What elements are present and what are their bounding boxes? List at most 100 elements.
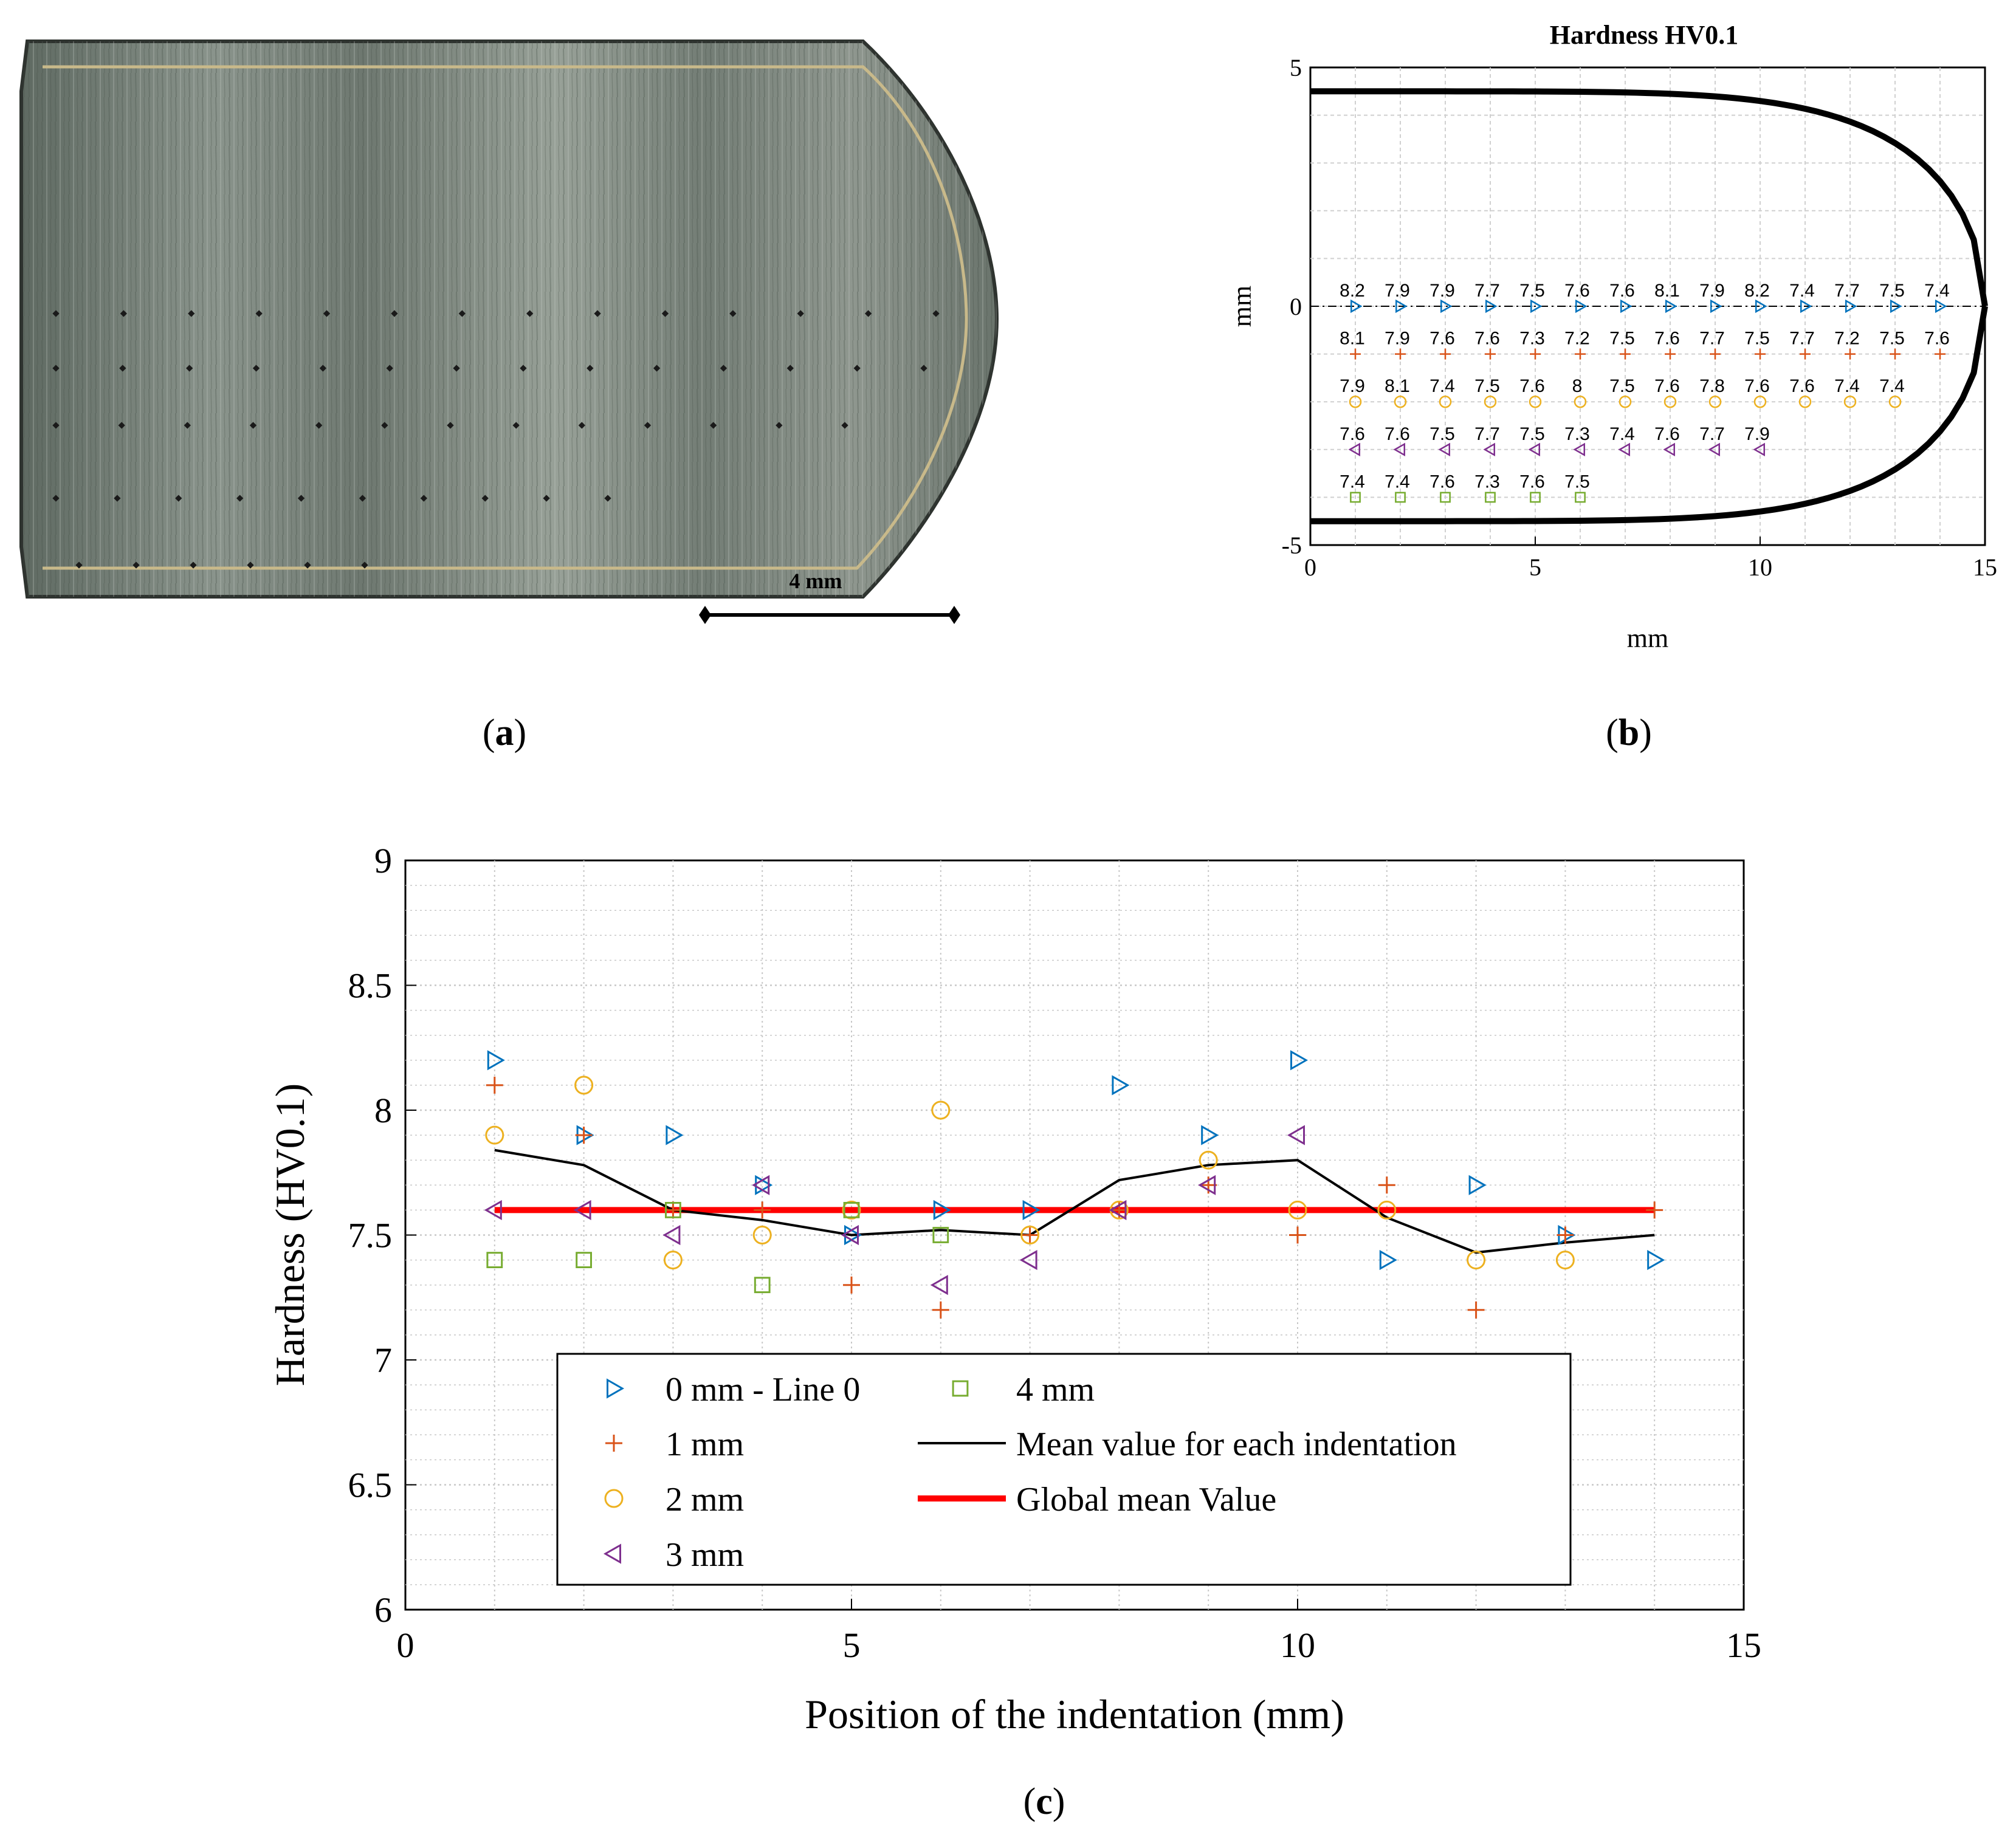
- data-point: [752, 1175, 770, 1195]
- data-point: [1574, 395, 1587, 408]
- data-point: [1647, 1250, 1665, 1271]
- chart-b-specimen-outline: [1310, 88, 1988, 524]
- indent-dot: [190, 561, 197, 569]
- value-label: 7.2: [1564, 329, 1590, 349]
- data-point: [1290, 1050, 1309, 1071]
- legend-label: 4 mm: [1016, 1371, 1095, 1409]
- data-point: [1665, 348, 1676, 360]
- data-point: [752, 1226, 772, 1244]
- indent-dot: [304, 561, 311, 569]
- chart-b-marks: 8.2 7.9 7.9 7.7 7.5 7.6 7.6 8.1 7.9 8.2 7.4 7.7 7.5 7…: [1340, 281, 1950, 503]
- data-point: [1755, 348, 1766, 360]
- data-point: [487, 1050, 505, 1071]
- data-point: [1530, 492, 1541, 503]
- indent-dot: [249, 422, 257, 429]
- data-point: [933, 1199, 951, 1220]
- value-label: 7.7: [1474, 281, 1500, 301]
- value-label: 7.9: [1699, 281, 1725, 301]
- data-point: [1109, 1199, 1127, 1220]
- indent-dot: [453, 365, 460, 372]
- data-point: [666, 1125, 684, 1145]
- data-point: [754, 1277, 771, 1294]
- indent-dot: [255, 310, 263, 317]
- data-point: [1377, 1200, 1397, 1220]
- data-point: [486, 1076, 503, 1094]
- data-point: [1890, 299, 1902, 314]
- data-point: [1555, 1251, 1575, 1270]
- data-point: [1528, 442, 1540, 456]
- value-label: 7.9: [1340, 376, 1365, 396]
- value-label: 8.1: [1340, 329, 1365, 349]
- data-point: [1845, 299, 1857, 314]
- data-point: [576, 1252, 593, 1268]
- panel-label-b: (b): [1606, 712, 1652, 753]
- data-point: [1575, 299, 1588, 314]
- value-label: 7.6: [1385, 424, 1410, 444]
- data-point: [1467, 1301, 1485, 1319]
- data-point: [1022, 1199, 1041, 1220]
- data-point: [930, 1275, 948, 1296]
- y-tick-label: 6: [374, 1590, 392, 1630]
- legend-label: Mean value for each indentation: [1016, 1426, 1457, 1463]
- data-point: [1890, 348, 1901, 360]
- value-label: 7.5: [1744, 329, 1770, 349]
- x-tick-label: 10: [1280, 1625, 1315, 1665]
- indent-dot: [315, 422, 323, 429]
- value-label: 7.5: [1564, 472, 1590, 492]
- value-label: 8.2: [1744, 281, 1770, 301]
- data-point: [1753, 442, 1765, 456]
- specimen-layer-outline: [43, 65, 968, 570]
- indent-dot: [594, 310, 601, 317]
- data-point: [1530, 299, 1543, 314]
- value-label: 7.6: [1340, 424, 1365, 444]
- data-point: [1573, 442, 1585, 456]
- data-point: [1575, 348, 1586, 360]
- value-label: 7.5: [1519, 424, 1545, 444]
- value-label: 7.6: [1519, 376, 1545, 396]
- data-point: [1620, 348, 1631, 360]
- data-point: [662, 1224, 681, 1246]
- chart-c-marks: [484, 1050, 1665, 1319]
- x-tick-label: 5: [843, 1625, 861, 1665]
- value-label: 7.3: [1474, 472, 1500, 492]
- value-label: 7.8: [1699, 376, 1725, 396]
- value-label: 7.4: [1924, 281, 1950, 301]
- y-tick-label: 7: [374, 1340, 392, 1380]
- indent-dot: [526, 310, 534, 317]
- indent-dot: [653, 365, 661, 372]
- y-tick-label: 0: [1290, 293, 1302, 320]
- indent-dot: [184, 422, 191, 429]
- x-tick-label: 10: [1748, 554, 1772, 581]
- data-point: [1800, 299, 1812, 314]
- data-point: [663, 1251, 683, 1270]
- data-point: [1646, 1201, 1663, 1219]
- indent-dot: [864, 310, 872, 317]
- data-point: [1935, 299, 1947, 314]
- data-point: [1379, 1250, 1397, 1271]
- value-label: 7.6: [1789, 376, 1815, 396]
- value-label: 7.4: [1340, 472, 1365, 492]
- value-label: 7.5: [1609, 329, 1635, 349]
- data-point: [1201, 1125, 1219, 1145]
- chart-b-ylabel: mm: [1227, 286, 1257, 327]
- y-tick-label: 5: [1290, 54, 1302, 81]
- indent-dot: [932, 310, 940, 317]
- data-point: [1440, 348, 1451, 360]
- indent-dot: [119, 365, 126, 372]
- value-label: 7.6: [1744, 376, 1770, 396]
- value-label: 7.7: [1834, 281, 1860, 301]
- indent-dot: [776, 422, 783, 429]
- data-point: [1350, 299, 1363, 314]
- data-point: [931, 1100, 951, 1120]
- value-label: 7.2: [1834, 329, 1860, 349]
- data-point: [1485, 492, 1496, 503]
- value-label: 7.6: [1654, 329, 1680, 349]
- data-point: [1708, 442, 1720, 456]
- data-point: [1350, 492, 1361, 503]
- legend-marker: [605, 1435, 622, 1452]
- data-point: [1395, 299, 1408, 314]
- indent-dot: [118, 422, 125, 429]
- data-point: [1557, 1226, 1574, 1244]
- indent-dot: [120, 310, 128, 317]
